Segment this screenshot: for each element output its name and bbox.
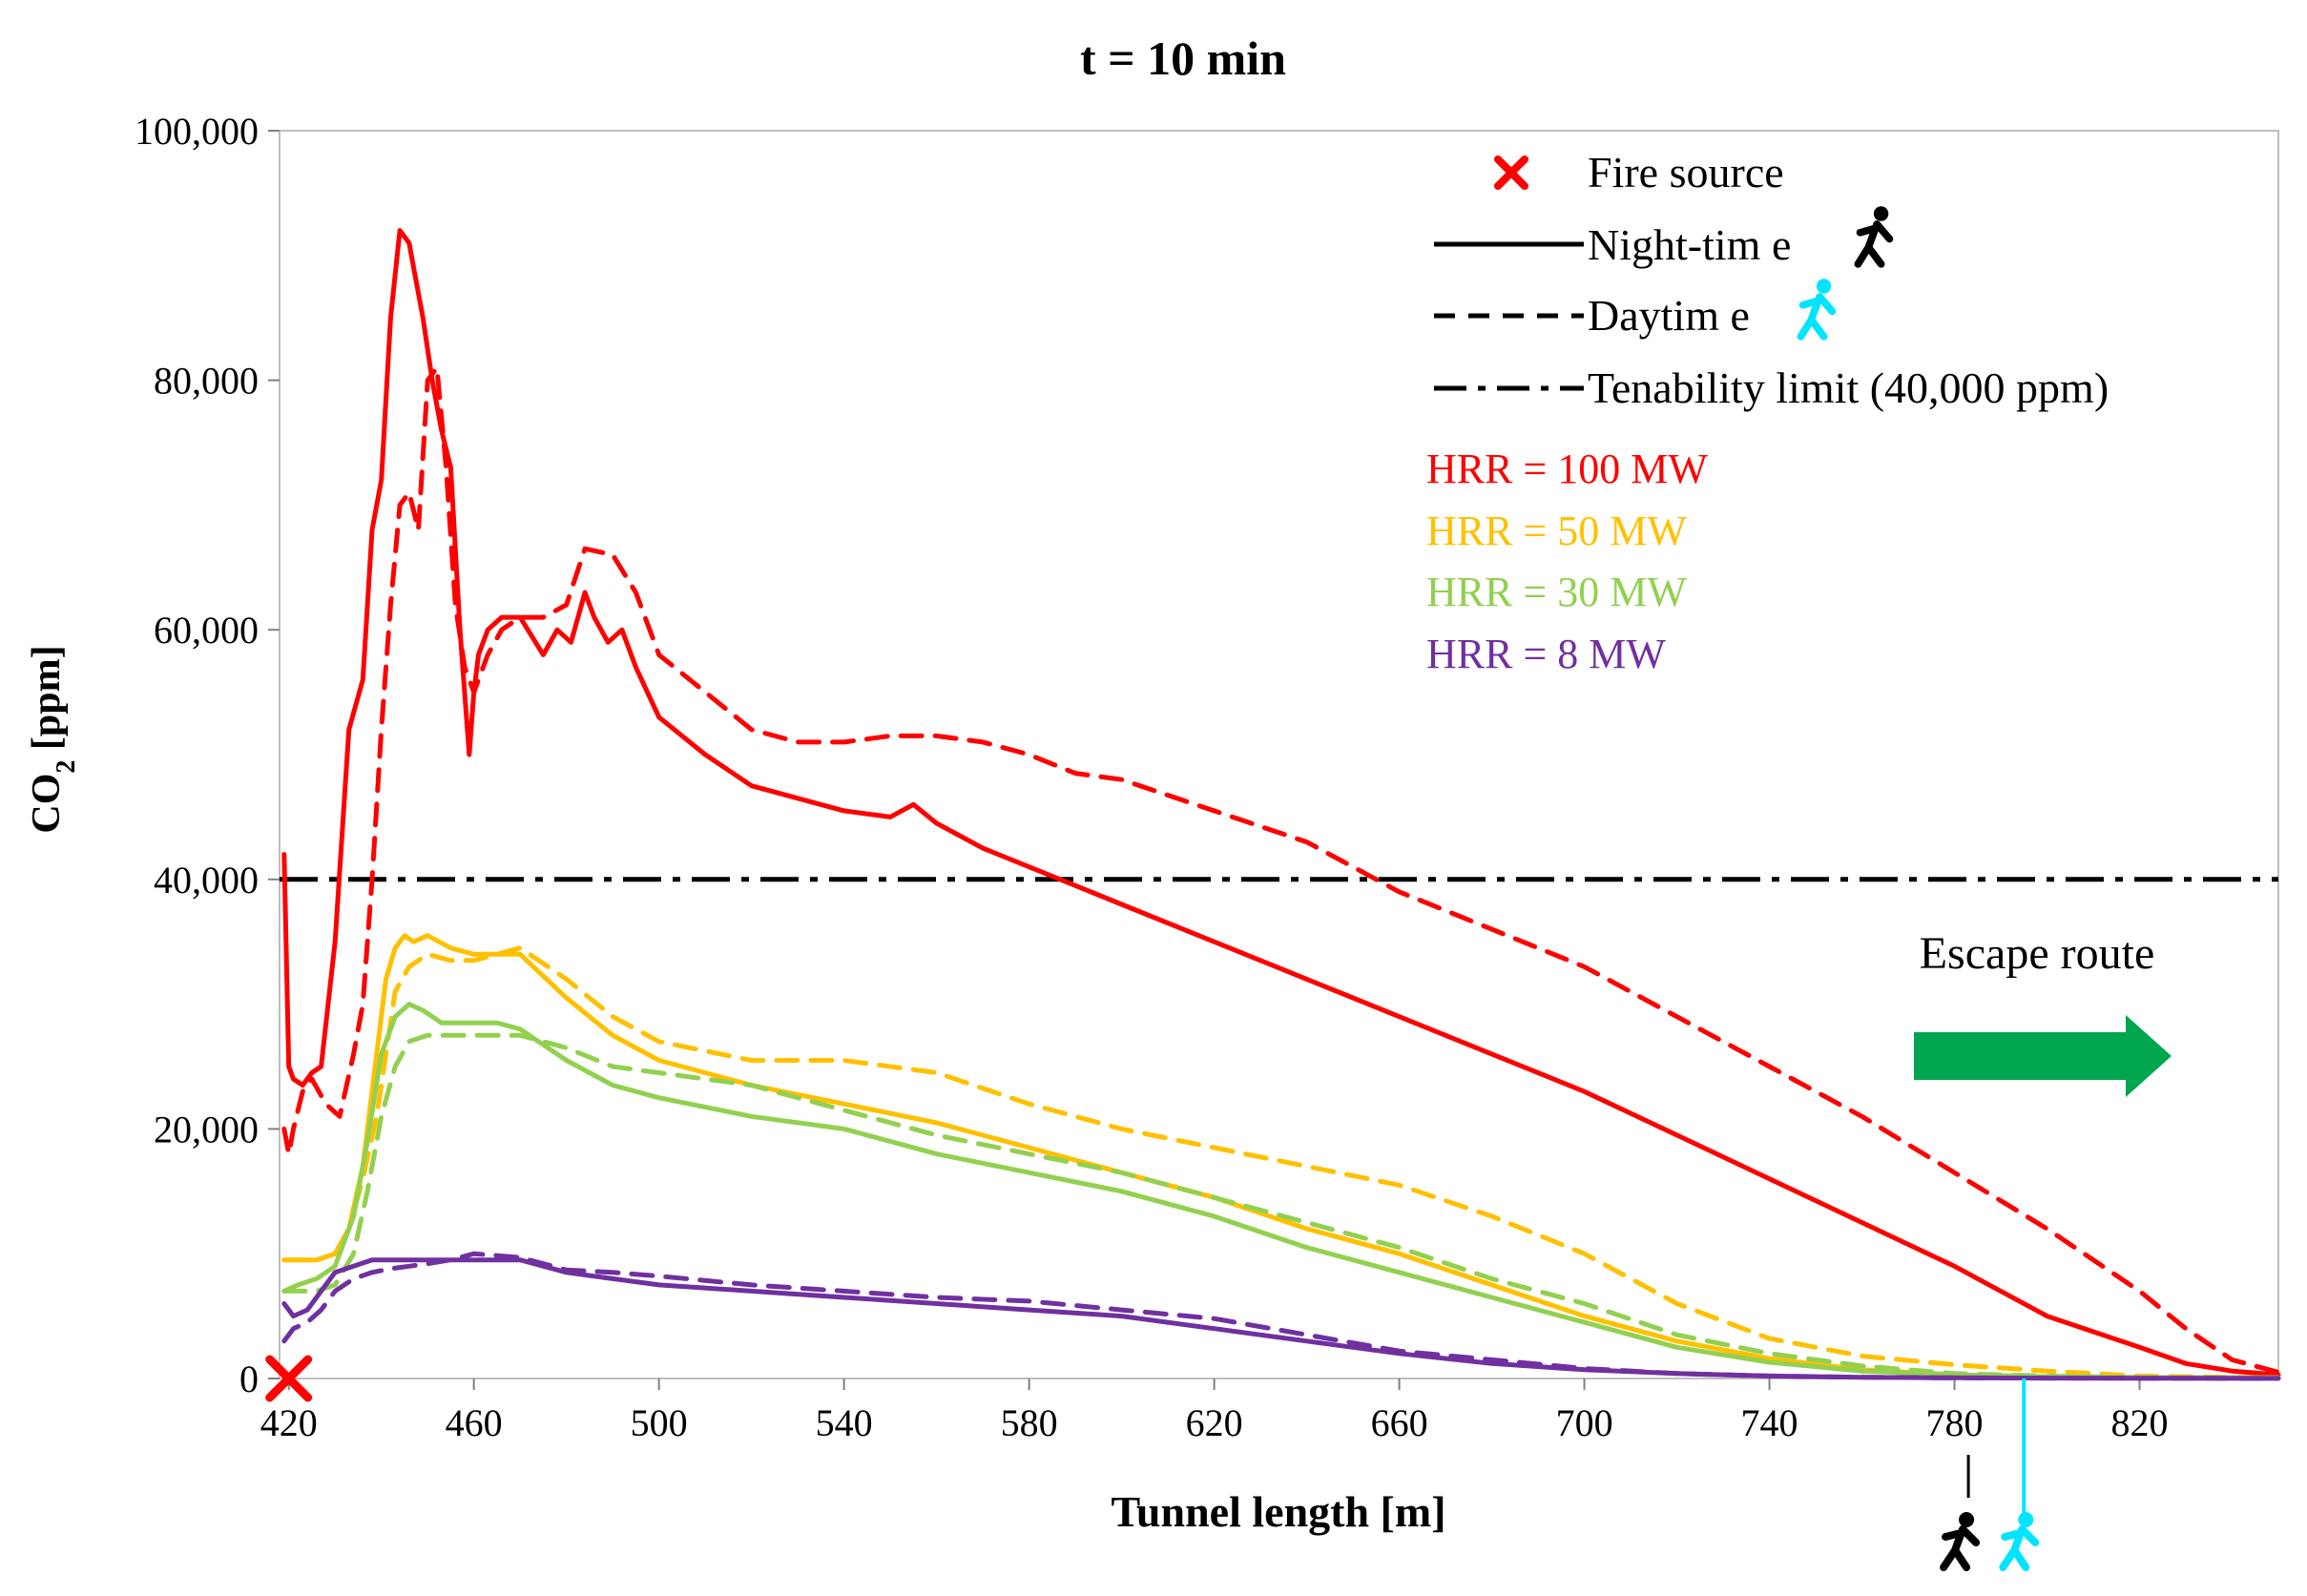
fire-source-icon (1494, 155, 1528, 190)
night-walker-icon (1854, 206, 1894, 268)
legend-daytime: Daytim e (1434, 279, 1837, 341)
legend-fire-source: Fire source (1494, 148, 1784, 197)
day-walker-icon (1797, 279, 1837, 341)
x-axis: 420 460 500 540 580 620 660 700 740 780 820 (260, 1378, 2169, 1444)
legend-night-time: Night-tim e (1434, 206, 1894, 269)
x-tick-label: 460 (446, 1401, 503, 1444)
legend-hrr30: HRR = 30 MW (1426, 569, 1687, 615)
x-tick-label: 700 (1556, 1401, 1613, 1444)
series-line-hrr100-day (281, 365, 2281, 1375)
y-tick-label: 20,000 (154, 1108, 259, 1150)
x-tick-label: 740 (1741, 1401, 1798, 1444)
legend-hrr50: HRR = 50 MW (1426, 508, 1687, 554)
x-tick-label: 540 (816, 1401, 873, 1444)
legend-limit-label: Tenability limit (40,000 ppm) (1588, 363, 2109, 412)
x-tick-label: 500 (631, 1401, 688, 1444)
legend: Fire source Night-tim e Daytim e Tenabil… (1426, 148, 2109, 677)
series-line-hrr100-night (281, 228, 2281, 1378)
day-escape-walker-icon (1999, 1512, 2040, 1571)
series-group (281, 228, 2281, 1381)
legend-hrr100: HRR = 100 MW (1426, 446, 1708, 492)
night-escape-walker-icon (1940, 1512, 1981, 1571)
legend-day-label: Daytim e (1588, 291, 1750, 340)
plot-area (279, 130, 2279, 1379)
escape-route-label: Escape route (1920, 928, 2155, 979)
x-tick-label: 780 (1926, 1401, 1984, 1444)
legend-tenability: Tenability limit (40,000 ppm) (1434, 363, 2109, 412)
y-axis: 0 20,000 40,000 60,000 80,000 100,000 (135, 110, 280, 1400)
x-tick-label: 420 (260, 1401, 318, 1444)
legend-hrr8: HRR = 8 MW (1426, 631, 1666, 677)
legend-night-label: Night-tim e (1588, 220, 1791, 269)
x-tick-label: 820 (2111, 1401, 2169, 1444)
legend-fire-label: Fire source (1588, 148, 1784, 197)
y-tick-label: 60,000 (154, 609, 259, 652)
series-line-hrr30-night (281, 1002, 2281, 1380)
x-tick-label: 620 (1186, 1401, 1243, 1444)
x-tick-label: 580 (1001, 1401, 1058, 1444)
y-tick-label: 0 (239, 1358, 259, 1400)
series-line-hrr50-night (281, 933, 2281, 1380)
series-line-hrr8-day (281, 1251, 2281, 1381)
y-axis-label: CO2 [ppm] (25, 645, 81, 833)
escape-route-arrow (1914, 1015, 2172, 1097)
y-tick-label: 100,000 (135, 110, 259, 153)
series-line-hrr30-day (281, 1032, 2281, 1380)
x-tick-label: 660 (1371, 1401, 1428, 1444)
y-tick-label: 80,000 (154, 360, 259, 403)
chart-title: t = 10 min (1080, 31, 1286, 85)
x-axis-label: Tunnel length [m] (1111, 1487, 1445, 1536)
y-tick-label: 40,000 (154, 859, 259, 902)
fire-source-marker (265, 1355, 313, 1402)
